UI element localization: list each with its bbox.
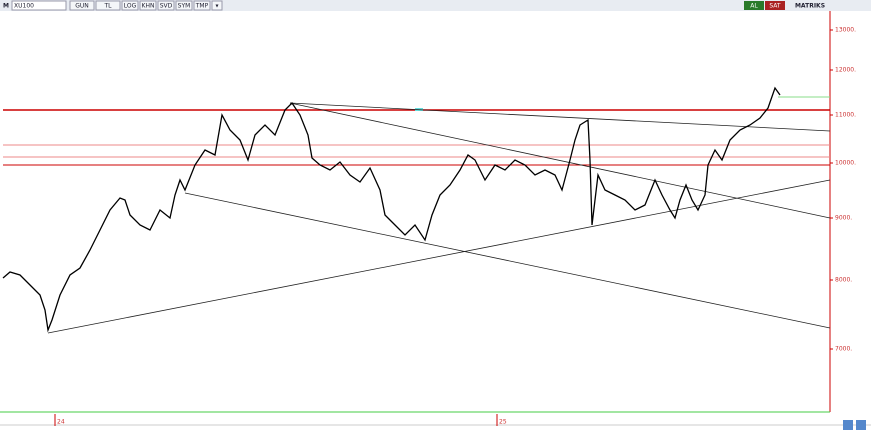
time-axis: 24 25 — [54, 414, 507, 426]
price-label: 11000. — [835, 112, 856, 119]
toolbar-button[interactable] — [175, 0, 193, 11]
price-label: 12000. — [835, 67, 856, 74]
price-label: 8000. — [835, 277, 852, 284]
price-label: 9000. — [835, 215, 852, 222]
price-label: 7000. — [835, 346, 852, 353]
toolbar-button-label: TL — [103, 3, 112, 10]
toolbar-button[interactable] — [121, 0, 139, 11]
menu[interactable]: M — [3, 3, 9, 10]
toolbar-button-label: TMP — [195, 3, 209, 10]
toolbar-buttons: GUN TL LOG KHN SVD SYM TMP ▾ — [69, 0, 223, 11]
plot-area — [0, 11, 830, 412]
buy-label: AL — [750, 3, 758, 10]
toolbar-button[interactable] — [139, 0, 157, 11]
price-label: 13000. — [835, 27, 856, 34]
toolbar-button[interactable] — [95, 0, 121, 11]
sell-button[interactable] — [765, 1, 785, 10]
time-label: 25 — [499, 419, 507, 426]
toolbar-button-label: ▾ — [215, 3, 218, 10]
price-line — [2, 86, 781, 333]
buy-button[interactable] — [744, 1, 764, 10]
toolbar-button-label: LOG — [124, 3, 137, 10]
symbol-box[interactable] — [11, 0, 67, 11]
toolbar-button[interactable] — [193, 0, 211, 11]
brand: MATRIKS — [795, 3, 825, 10]
toolbar-button-label: SVD — [160, 3, 173, 10]
toolbar-button-label: SYM — [178, 3, 191, 10]
trend-line — [289, 102, 831, 219]
price-axis: 13000. 12000. 11000. 10000. 9000. 8000. 7000. — [830, 27, 856, 353]
sell-label: SAT — [769, 3, 781, 10]
trend-line — [289, 102, 831, 132]
time-label: 24 — [57, 419, 65, 426]
settings-button[interactable] — [856, 420, 866, 430]
symbol: XU100 — [14, 3, 34, 10]
toolbar-button[interactable] — [69, 0, 95, 11]
zoom-button[interactable] — [843, 420, 853, 430]
toolbar — [0, 0, 871, 11]
toolbar-button-label: KHN — [142, 3, 155, 10]
toolbar-button-label: GUN — [75, 3, 89, 10]
price-label: 10000. — [835, 160, 856, 167]
trend-line — [184, 192, 831, 329]
toolbar-button[interactable] — [211, 0, 223, 11]
toolbar-button[interactable] — [157, 0, 175, 11]
